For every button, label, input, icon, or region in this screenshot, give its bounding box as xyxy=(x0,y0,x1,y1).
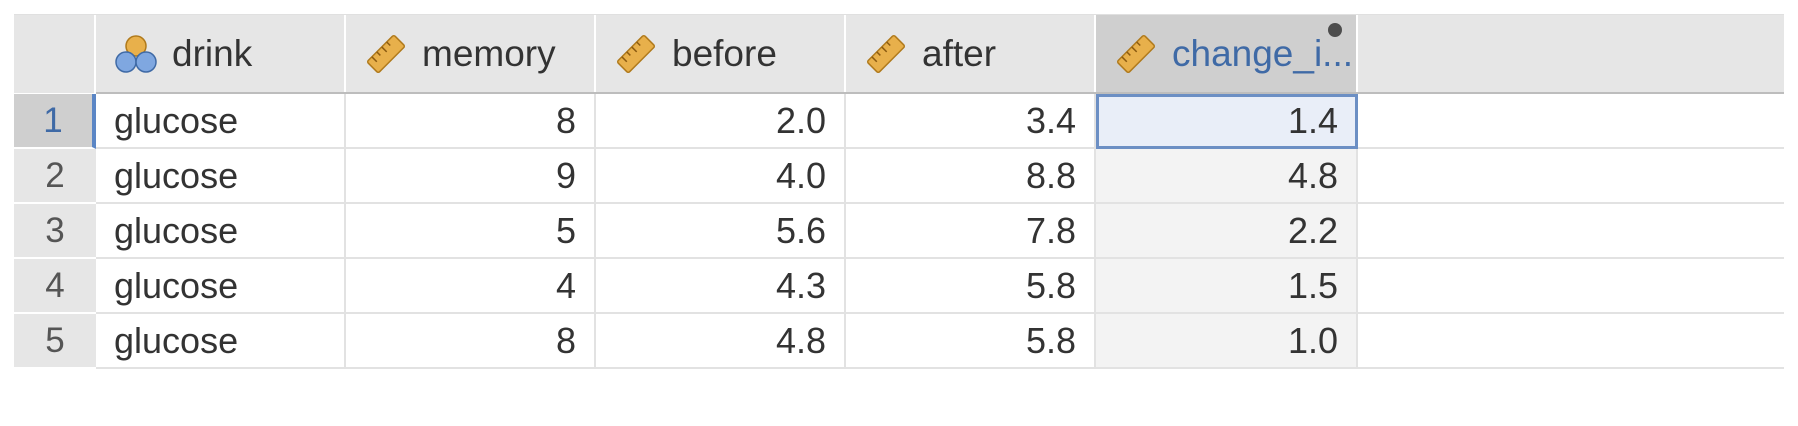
cell-change[interactable]: 2.2 xyxy=(1096,204,1358,259)
empty-cell[interactable] xyxy=(1358,314,1784,369)
empty-cell[interactable] xyxy=(1358,259,1784,314)
column-header-row: drink memory xyxy=(14,14,1784,93)
row-number-corner[interactable] xyxy=(14,15,96,93)
cell-change[interactable]: 4.8 xyxy=(1096,149,1358,204)
column-name: after xyxy=(922,33,996,75)
cell-drink[interactable]: glucose xyxy=(96,314,346,369)
column-name: drink xyxy=(172,33,252,75)
cell-before[interactable]: 4.3 xyxy=(596,259,846,314)
cell-memory[interactable]: 8 xyxy=(346,314,596,369)
ruler-icon xyxy=(864,32,908,76)
row-number[interactable]: 4 xyxy=(14,259,96,314)
cell-drink[interactable]: glucose xyxy=(96,94,346,149)
cell-after[interactable]: 5.8 xyxy=(846,314,1096,369)
computed-variable-dot-icon xyxy=(1328,23,1342,37)
cell-change[interactable]: 1.5 xyxy=(1096,259,1358,314)
nominal-icon xyxy=(114,32,158,76)
row-number[interactable]: 3 xyxy=(14,204,96,259)
column-header-before[interactable]: before xyxy=(596,15,846,93)
spreadsheet-grid: drink memory xyxy=(14,14,1784,414)
column-header-change[interactable]: change_i... xyxy=(1096,15,1358,93)
column-name: memory xyxy=(422,33,556,75)
ruler-icon xyxy=(614,32,658,76)
cell-memory[interactable]: 5 xyxy=(346,204,596,259)
row-number[interactable]: 1 xyxy=(14,94,96,149)
ruler-icon xyxy=(364,32,408,76)
cell-before[interactable]: 2.0 xyxy=(596,94,846,149)
row-number[interactable]: 5 xyxy=(14,314,96,369)
cell-after[interactable]: 3.4 xyxy=(846,94,1096,149)
cell-drink[interactable]: glucose xyxy=(96,259,346,314)
cell-after[interactable]: 7.8 xyxy=(846,204,1096,259)
cell-change[interactable]: 1.4 xyxy=(1096,94,1358,149)
empty-cell[interactable] xyxy=(1358,204,1784,259)
cell-memory[interactable]: 4 xyxy=(346,259,596,314)
empty-cell[interactable] xyxy=(1358,149,1784,204)
column-header-memory[interactable]: memory xyxy=(346,15,596,93)
cell-drink[interactable]: glucose xyxy=(96,204,346,259)
cell-before[interactable]: 4.0 xyxy=(596,149,846,204)
column-header-after[interactable]: after xyxy=(846,15,1096,93)
column-name: change_i... xyxy=(1172,33,1353,75)
row-number[interactable]: 2 xyxy=(14,149,96,204)
cell-memory[interactable]: 8 xyxy=(346,94,596,149)
cell-drink[interactable]: glucose xyxy=(96,149,346,204)
cell-before[interactable]: 4.8 xyxy=(596,314,846,369)
column-header-drink[interactable]: drink xyxy=(96,15,346,93)
empty-cell[interactable] xyxy=(1358,94,1784,149)
cell-after[interactable]: 8.8 xyxy=(846,149,1096,204)
cell-after[interactable]: 5.8 xyxy=(846,259,1096,314)
column-name: before xyxy=(672,33,777,75)
ruler-icon xyxy=(1114,32,1158,76)
cell-before[interactable]: 5.6 xyxy=(596,204,846,259)
cell-memory[interactable]: 9 xyxy=(346,149,596,204)
cell-change[interactable]: 1.0 xyxy=(1096,314,1358,369)
